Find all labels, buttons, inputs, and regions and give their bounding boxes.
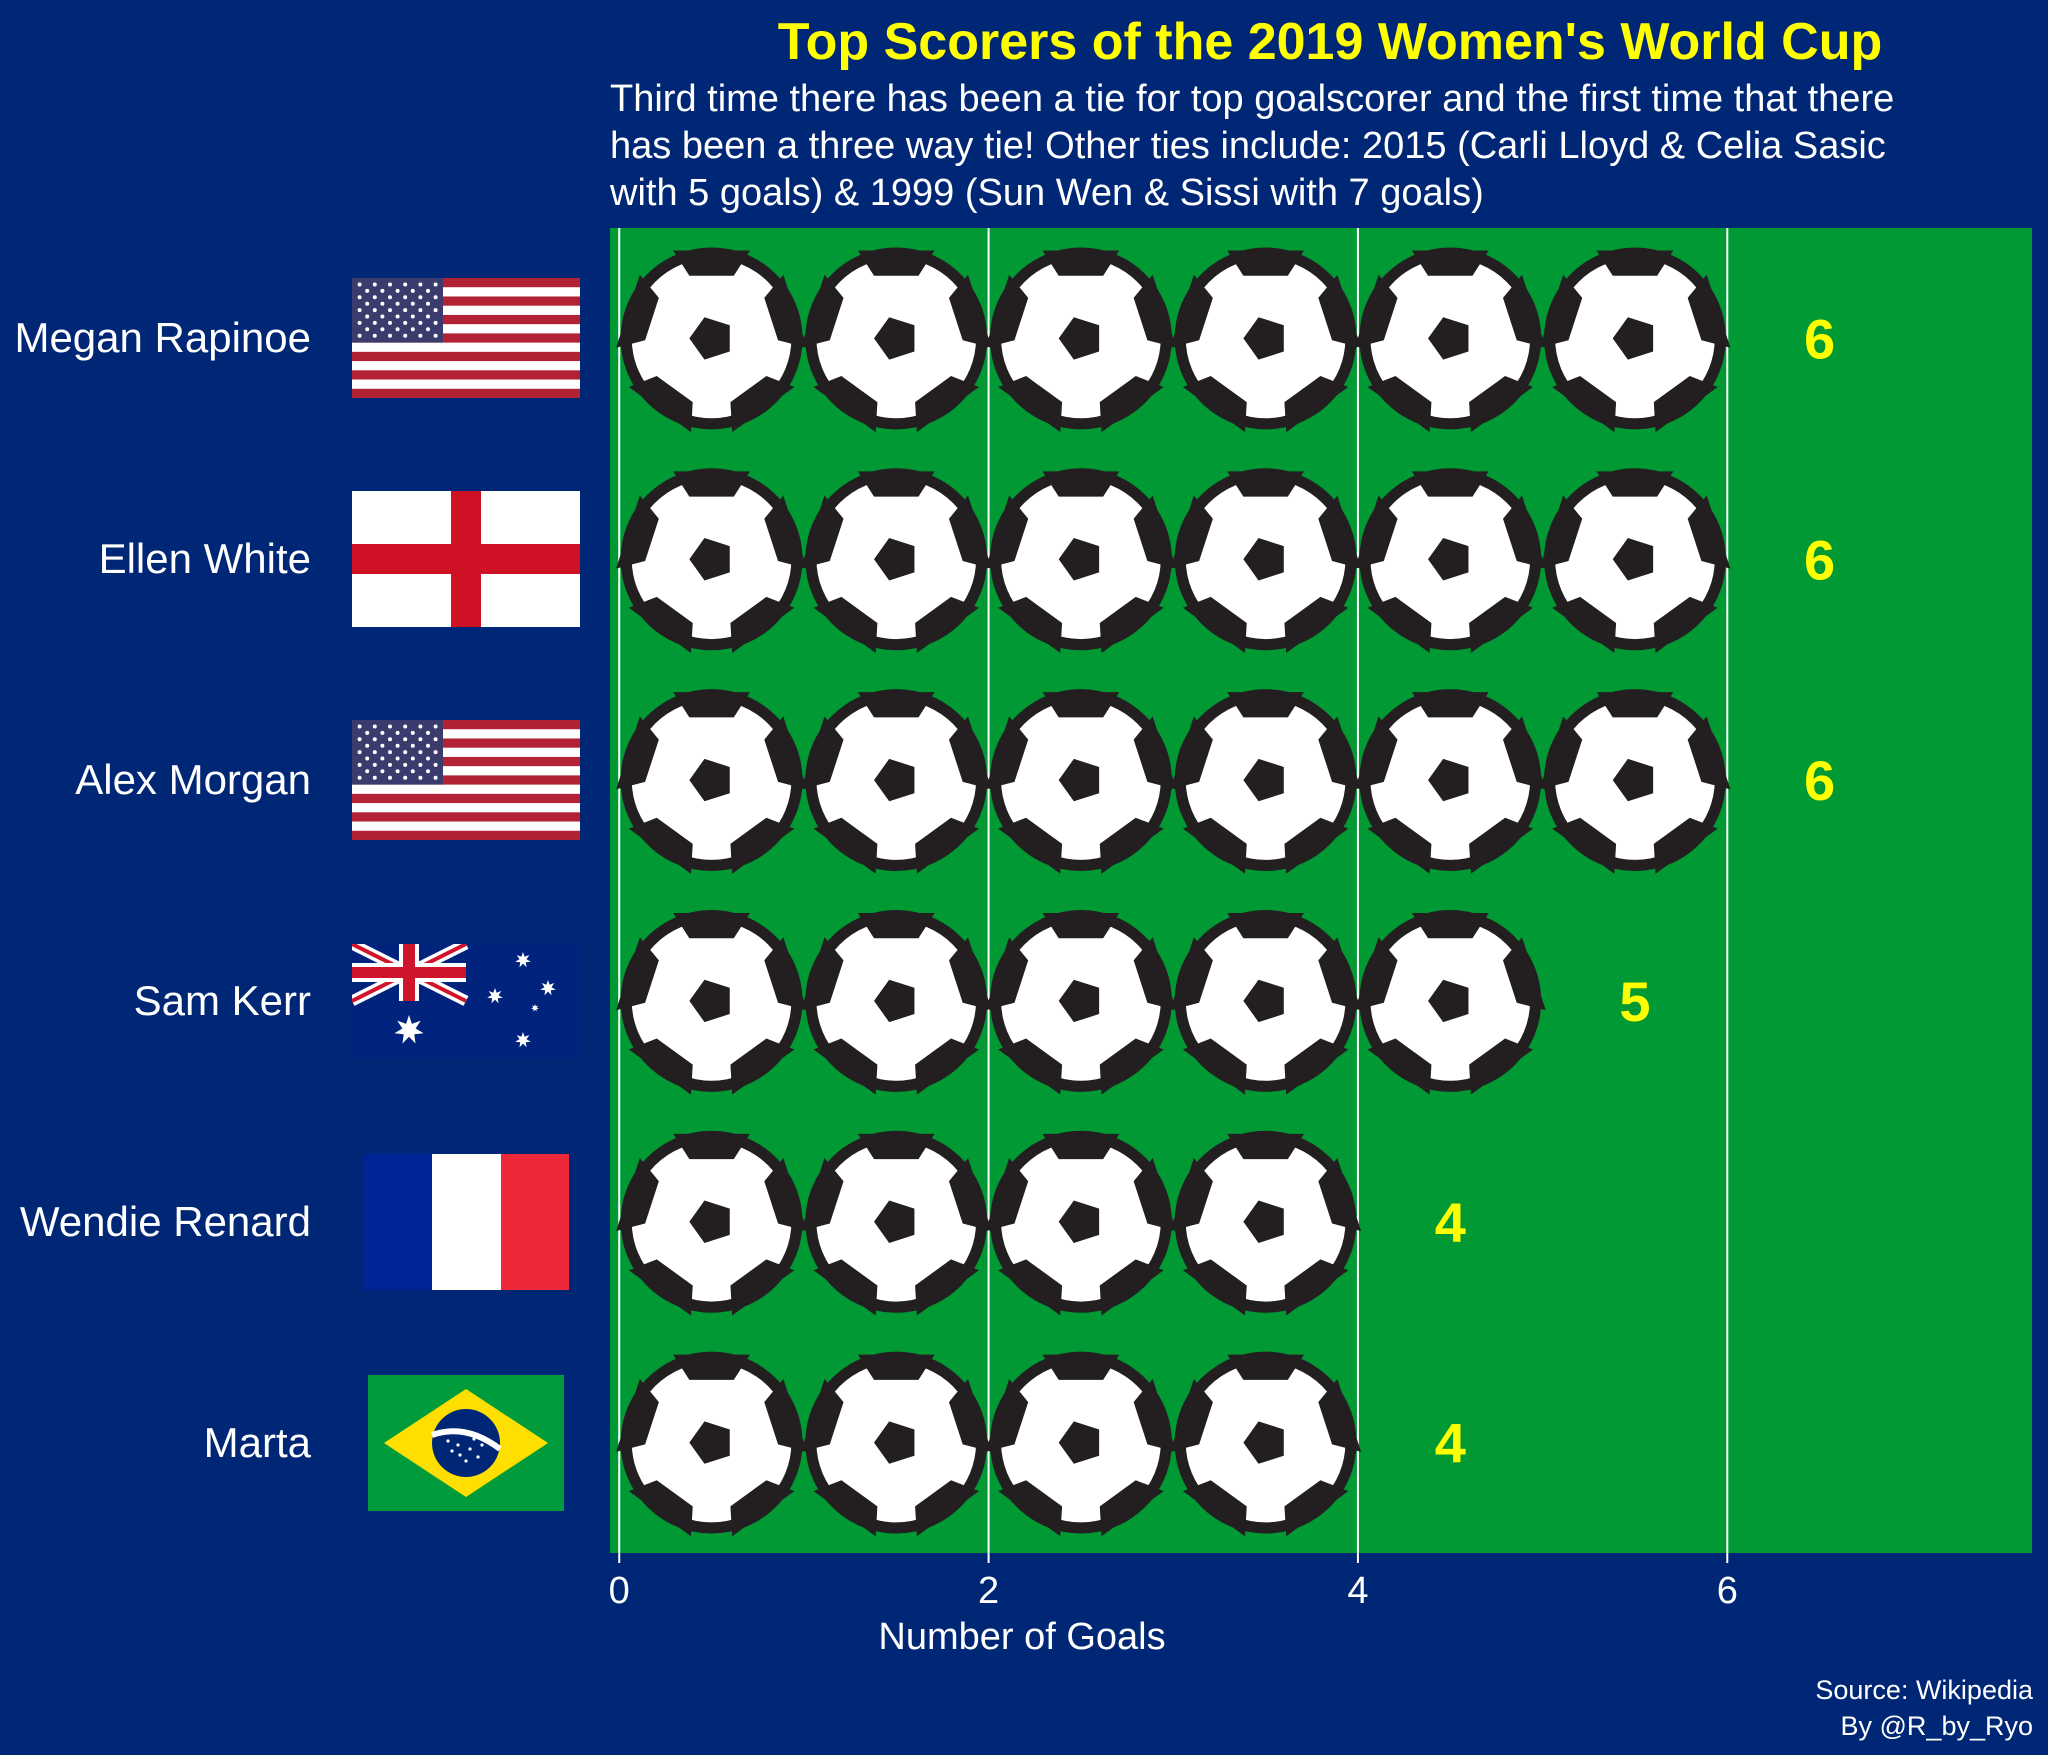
x-tick-label: 6	[1717, 1570, 1738, 1612]
caption: Source: Wikipedia By @R_by_Ryo	[1533, 1672, 2033, 1744]
data-label: 6	[1804, 749, 1835, 812]
data-label: 4	[1435, 1191, 1466, 1254]
subtitle-line: Third time there has been a tie for top …	[610, 78, 1895, 120]
credit-text: By @R_by_Ryo	[1840, 1711, 2033, 1741]
chart-subtitle: Third time there has been a tie for top …	[610, 76, 2010, 217]
data-label: 4	[1435, 1412, 1466, 1475]
source-text: Source: Wikipedia	[1815, 1675, 2033, 1705]
data-label: 6	[1804, 528, 1835, 591]
player-label: Wendie Renard	[19, 1197, 311, 1245]
player-label: Sam Kerr	[133, 976, 311, 1024]
player-label: Ellen White	[98, 535, 311, 583]
subtitle-line: with 5 goals) & 1999 (Sun Wen & Sissi wi…	[610, 172, 1484, 214]
player-label: Marta	[203, 1418, 311, 1466]
data-label: 6	[1804, 307, 1835, 370]
plot-panel	[610, 228, 2032, 1553]
england-flag-icon	[352, 491, 580, 632]
x-tick-label: 2	[978, 1570, 999, 1612]
usa-flag-icon	[352, 278, 580, 403]
brazil-flag-icon	[368, 1374, 564, 1516]
x-tick-label: 4	[1347, 1570, 1368, 1612]
australia-flag-icon	[349, 938, 580, 1063]
data-label: 5	[1619, 970, 1650, 1033]
player-label: Alex Morgan	[75, 756, 311, 804]
france-flag-icon	[363, 1153, 569, 1295]
subtitle-line: has been a three way tie! Other ties inc…	[610, 125, 1886, 167]
chart-title: Top Scorers of the 2019 Women's World Cu…	[777, 13, 1883, 71]
usa-flag-icon	[352, 720, 580, 845]
player-label: Megan Rapinoe	[14, 314, 311, 362]
x-axis-title: Number of Goals	[878, 1616, 1166, 1658]
x-tick-label: 0	[609, 1570, 630, 1612]
